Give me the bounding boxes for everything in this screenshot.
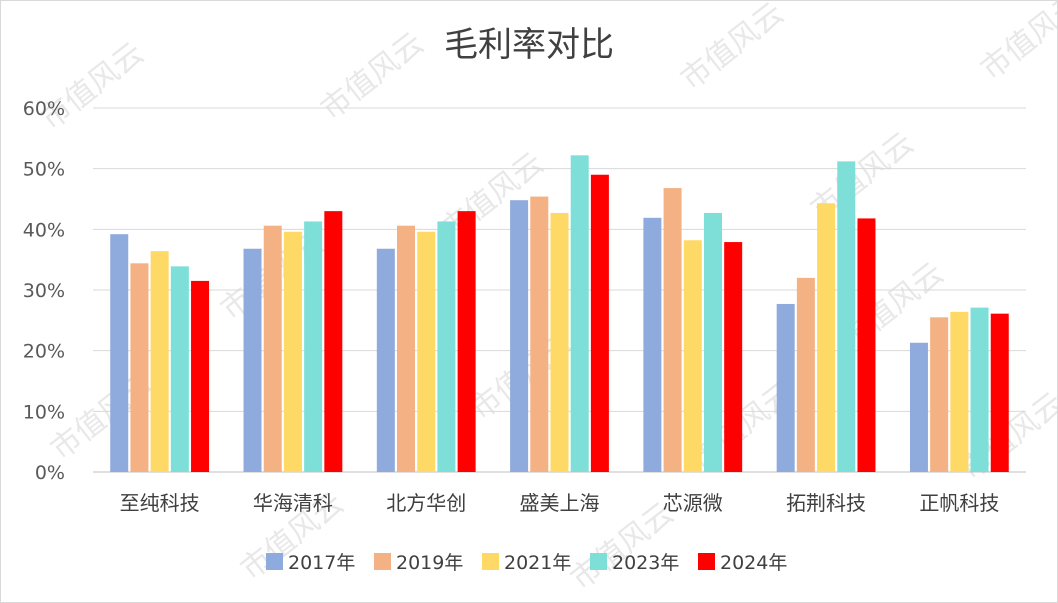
- legend-swatch: [266, 553, 283, 570]
- bar: [150, 251, 169, 472]
- bar: [397, 225, 416, 472]
- legend-label: 2019年: [396, 552, 463, 574]
- category-label: 拓荆科技: [786, 491, 866, 515]
- legend-swatch: [590, 553, 607, 570]
- category-label: 华海清科: [253, 491, 333, 515]
- bar: [663, 188, 682, 472]
- bar: [550, 212, 569, 472]
- y-tick-label: 20%: [23, 341, 65, 363]
- y-tick-label: 10%: [23, 401, 65, 423]
- legend-swatch: [374, 553, 391, 570]
- legend-swatch: [698, 553, 715, 570]
- bar: [130, 263, 149, 472]
- bar: [990, 313, 1009, 472]
- bar: [837, 161, 856, 473]
- bar: [530, 196, 549, 472]
- category-label: 盛美上海: [520, 491, 600, 515]
- y-axis-ticks: 0% 10% 20% 30% 40% 50% 60%: [23, 98, 65, 484]
- bar: [243, 248, 262, 472]
- bar: [417, 231, 436, 472]
- category-label: 北方华创: [386, 491, 466, 515]
- bar: [683, 240, 702, 472]
- category-label: 正帆科技: [919, 491, 999, 515]
- bar: [590, 174, 609, 472]
- y-tick-label: 60%: [23, 98, 65, 120]
- bar: [304, 221, 323, 472]
- bar: [263, 225, 282, 472]
- watermark-text: 市值风云: [974, 1, 1057, 87]
- bar: [110, 234, 129, 472]
- y-tick-label: 30%: [23, 280, 65, 302]
- chart-title: 毛利率对比: [444, 25, 614, 65]
- bar: [796, 277, 815, 472]
- bars: [110, 155, 1009, 473]
- y-tick-label: 0%: [35, 462, 65, 484]
- category-label: 芯源微: [663, 491, 723, 515]
- y-tick-label: 40%: [23, 219, 65, 241]
- bar: [283, 231, 302, 472]
- legend-label: 2024年: [720, 552, 787, 574]
- bar: [970, 307, 989, 472]
- legend-swatch: [482, 553, 499, 570]
- x-axis-categories: 至纯科技 华海清科 北方华创 盛美上海 芯源微 拓荆科技 正帆科技: [120, 491, 1000, 515]
- bar: [857, 218, 876, 472]
- bar: [724, 242, 743, 472]
- bar: [703, 212, 722, 472]
- bar: [191, 280, 210, 472]
- y-tick-label: 50%: [23, 159, 65, 181]
- bar: [643, 217, 662, 472]
- watermark-text: 市值风云: [34, 36, 150, 137]
- bar: [457, 211, 476, 472]
- category-label: 至纯科技: [120, 491, 200, 515]
- bar: [437, 221, 456, 472]
- bar: [510, 200, 529, 473]
- bar: [950, 311, 969, 472]
- legend-label: 2023年: [612, 552, 679, 574]
- bar: [909, 342, 928, 472]
- legend-label: 2021年: [504, 552, 571, 574]
- legend-label: 2017年: [288, 552, 355, 574]
- bar: [776, 303, 795, 472]
- bar: [930, 317, 949, 472]
- watermark-text: 市值风云: [314, 26, 430, 127]
- bar: [817, 203, 836, 472]
- bar: [376, 248, 395, 472]
- watermark-text: 市值风云: [674, 1, 790, 97]
- bar: [324, 211, 343, 472]
- bar: [170, 266, 189, 472]
- legend: 2017年 2019年 2021年 2023年 2024年: [266, 552, 787, 574]
- bar: [570, 155, 589, 472]
